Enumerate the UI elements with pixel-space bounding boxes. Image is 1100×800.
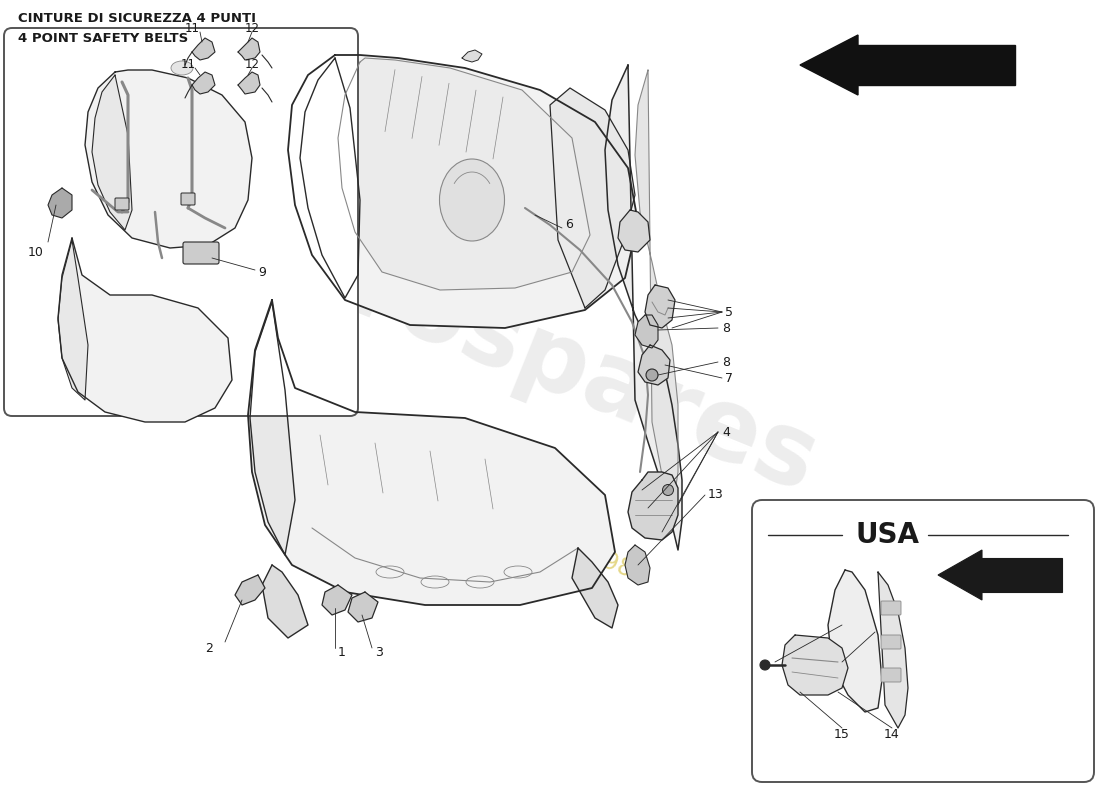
FancyBboxPatch shape	[752, 500, 1094, 782]
Polygon shape	[462, 50, 482, 62]
Circle shape	[662, 485, 673, 495]
Polygon shape	[338, 58, 590, 290]
Polygon shape	[938, 550, 982, 600]
Text: 6: 6	[565, 218, 573, 231]
Text: 12: 12	[244, 22, 260, 34]
Circle shape	[646, 369, 658, 381]
Ellipse shape	[440, 159, 505, 241]
Polygon shape	[248, 300, 615, 605]
Polygon shape	[782, 635, 848, 695]
Text: 13: 13	[708, 489, 724, 502]
Polygon shape	[192, 38, 215, 60]
Circle shape	[760, 660, 770, 670]
FancyBboxPatch shape	[881, 668, 901, 682]
Text: 11: 11	[180, 58, 196, 71]
Polygon shape	[628, 472, 678, 540]
Polygon shape	[250, 302, 295, 555]
Polygon shape	[605, 65, 682, 550]
Polygon shape	[855, 45, 1015, 85]
Text: 14: 14	[884, 729, 900, 742]
Text: 11: 11	[185, 22, 199, 34]
Text: CINTURE DI SICUREZZA 4 PUNTI: CINTURE DI SICUREZZA 4 PUNTI	[18, 11, 256, 25]
Text: 3: 3	[375, 646, 383, 658]
Text: 4: 4	[722, 426, 730, 438]
Polygon shape	[878, 572, 908, 728]
Polygon shape	[618, 210, 650, 252]
Polygon shape	[58, 238, 232, 422]
Text: 15: 15	[834, 729, 850, 742]
Text: 1: 1	[338, 646, 345, 658]
Polygon shape	[238, 72, 260, 94]
Polygon shape	[572, 548, 618, 628]
FancyBboxPatch shape	[881, 635, 901, 649]
Text: 8: 8	[722, 322, 730, 334]
FancyBboxPatch shape	[182, 193, 195, 205]
Polygon shape	[262, 565, 308, 638]
Polygon shape	[635, 315, 658, 348]
FancyBboxPatch shape	[183, 242, 219, 264]
Polygon shape	[48, 188, 72, 218]
Polygon shape	[978, 558, 1062, 592]
FancyBboxPatch shape	[116, 198, 129, 210]
Ellipse shape	[170, 61, 192, 75]
Polygon shape	[300, 58, 360, 298]
Polygon shape	[58, 240, 88, 400]
Polygon shape	[635, 70, 678, 512]
Text: 9: 9	[258, 266, 266, 278]
Polygon shape	[85, 70, 252, 248]
Polygon shape	[638, 345, 670, 385]
FancyBboxPatch shape	[881, 601, 901, 615]
Polygon shape	[645, 285, 675, 328]
FancyBboxPatch shape	[4, 28, 358, 416]
Polygon shape	[348, 592, 378, 622]
Polygon shape	[550, 88, 635, 308]
Polygon shape	[92, 75, 132, 230]
Text: 10: 10	[28, 246, 44, 258]
Text: 12: 12	[244, 58, 260, 71]
Polygon shape	[235, 575, 265, 605]
Polygon shape	[800, 35, 858, 95]
Text: a passion for parts since 1985: a passion for parts since 1985	[310, 432, 650, 588]
Polygon shape	[192, 72, 215, 94]
Polygon shape	[322, 585, 352, 615]
Text: eurospares: eurospares	[209, 186, 832, 514]
Text: 2: 2	[205, 642, 213, 654]
Polygon shape	[625, 545, 650, 585]
Text: USA: USA	[855, 521, 918, 549]
Polygon shape	[288, 55, 638, 328]
Polygon shape	[828, 570, 882, 712]
Text: 4 POINT SAFETY BELTS: 4 POINT SAFETY BELTS	[18, 31, 188, 45]
Text: 7: 7	[725, 371, 733, 385]
Text: 8: 8	[722, 355, 730, 369]
Polygon shape	[238, 38, 260, 60]
Text: 5: 5	[725, 306, 733, 318]
